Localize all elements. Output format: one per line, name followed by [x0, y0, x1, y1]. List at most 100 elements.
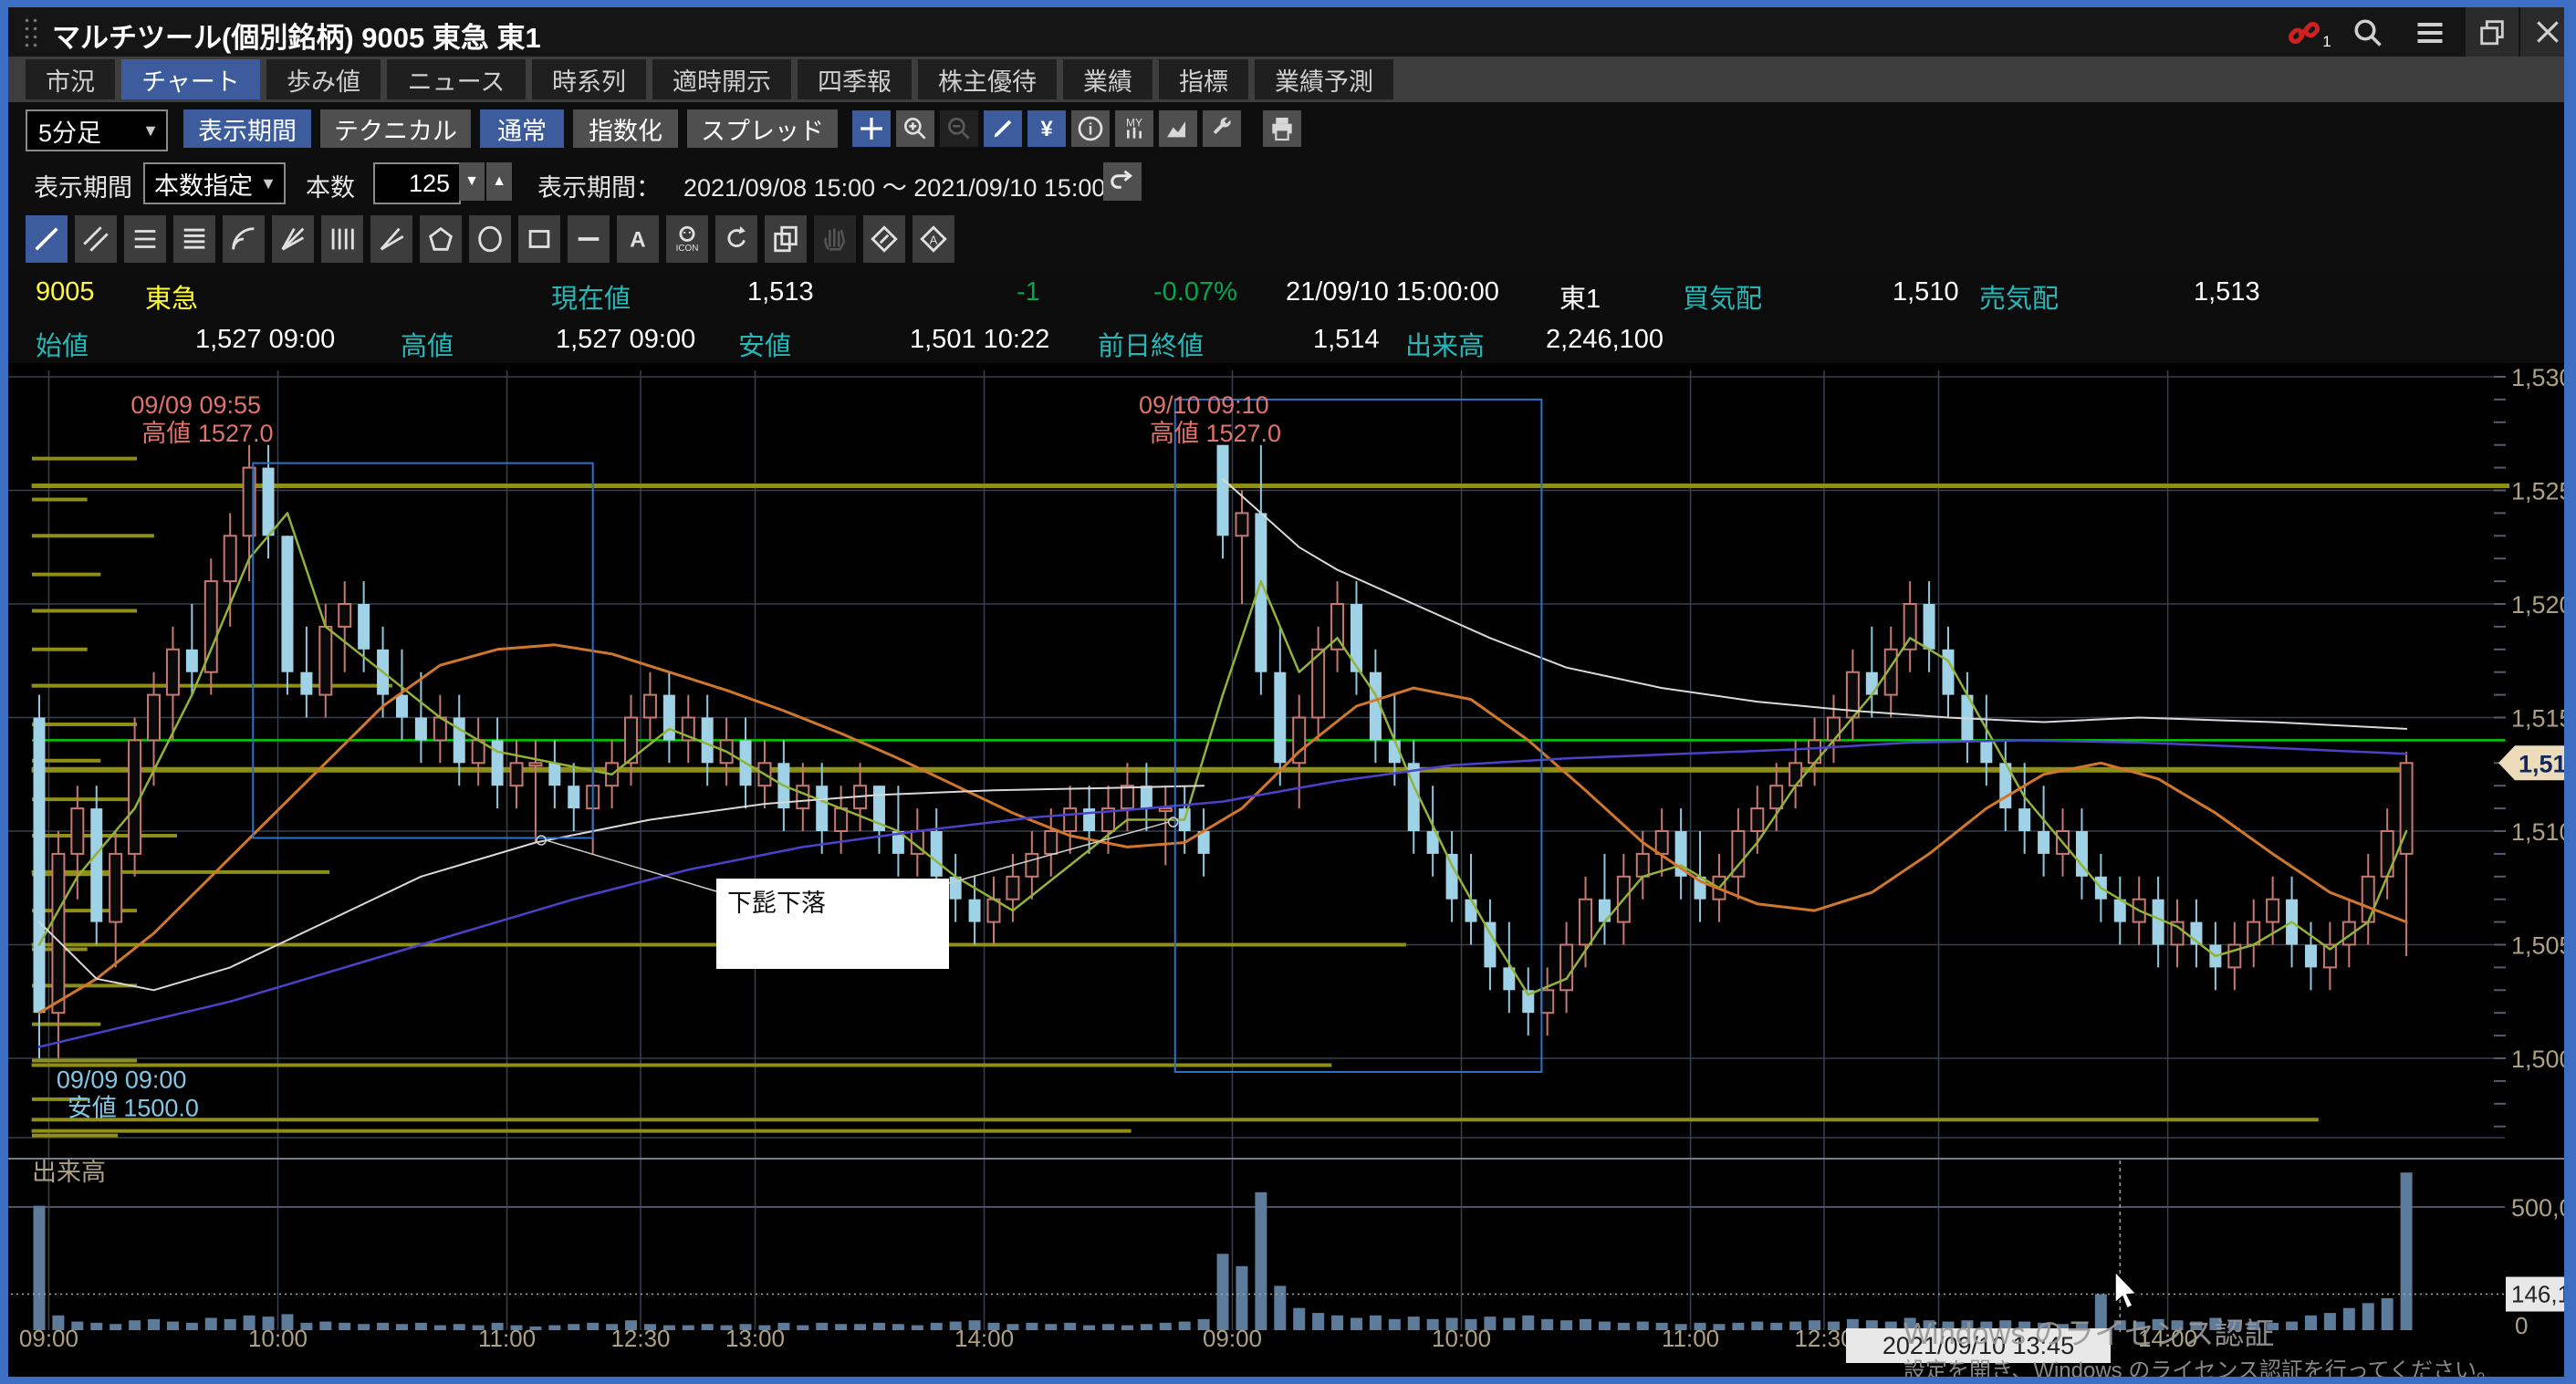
my-chart-icon[interactable]: MY [1115, 110, 1153, 147]
quote-field: 1,513 [2194, 277, 2260, 307]
volume-bar [568, 1324, 580, 1330]
count-value: 125 [408, 169, 450, 197]
volume-bar [1541, 1318, 1554, 1330]
info-icon[interactable]: i [1071, 110, 1110, 147]
rectangle-tool[interactable] [518, 215, 560, 263]
reset-period-button[interactable] [1103, 162, 1142, 201]
candle-up [1311, 648, 1326, 719]
volume-bar [1026, 1322, 1038, 1330]
volume-bar [625, 1320, 638, 1330]
vertical-lines-tool[interactable] [321, 215, 363, 263]
candle-down [262, 467, 275, 536]
time-axis-label: 10:00 [248, 1325, 308, 1352]
fan-lines-tool[interactable] [272, 215, 314, 263]
candle-down [2304, 944, 2317, 968]
yen-icon[interactable]: ¥ [1027, 110, 1066, 147]
count-down-button[interactable]: ▼ [459, 162, 485, 201]
candle-up [318, 625, 333, 696]
interval-select[interactable]: 5分足 ▼ [26, 109, 168, 151]
tab-四季報[interactable]: 四季報 [798, 59, 912, 99]
price-chart[interactable]: 1,5301,5251,5201,5151,5101,5051,500出来高50… [0, 363, 2576, 1384]
text-tool[interactable]: A [617, 215, 659, 263]
candle-up [203, 580, 218, 673]
volume-bar [643, 1324, 656, 1330]
tab-市況[interactable]: 市況 [26, 59, 115, 99]
candle-down [2113, 899, 2126, 922]
candle-up [1731, 830, 1746, 878]
menu-icon[interactable] [2406, 13, 2454, 53]
range-label: 表示期間： [537, 174, 661, 202]
candle-up [2361, 875, 2375, 923]
wrench-icon[interactable] [1203, 110, 1241, 147]
copy-object-tool[interactable] [765, 215, 807, 263]
crosshair-plus-icon[interactable] [852, 110, 891, 147]
tab-適時開示[interactable]: 適時開示 [652, 59, 791, 99]
drawn-rectangle[interactable] [1173, 398, 1543, 1073]
candle-down [414, 717, 427, 741]
period-mode-select[interactable]: 本数指定 ▼ [143, 162, 286, 204]
count-input[interactable]: 125 [373, 162, 461, 204]
horizontal-line-tool[interactable] [568, 215, 610, 263]
volume-bar [1674, 1324, 1687, 1330]
candle-down [2018, 808, 2031, 831]
表示期間-button[interactable]: 表示期間 [183, 109, 311, 148]
link-group-icon[interactable]: 1 [2285, 13, 2332, 53]
tab-チャート[interactable]: チャート [121, 59, 260, 99]
count-up-button[interactable]: ▲ [486, 162, 512, 201]
volume-bar [224, 1318, 236, 1330]
tab-歩み値[interactable]: 歩み値 [266, 59, 381, 99]
ellipse-tool[interactable] [469, 215, 511, 263]
指数化-button[interactable]: 指数化 [573, 109, 678, 148]
candle-up [1235, 512, 1249, 537]
delete-all-tool[interactable]: A [913, 215, 954, 263]
note-box[interactable] [716, 879, 949, 969]
parallel-lines-tool[interactable] [75, 215, 117, 263]
volume-bar [1503, 1317, 1516, 1330]
horizontal-lines-3-tool[interactable] [124, 215, 166, 263]
drawn-rectangle[interactable] [252, 462, 594, 839]
tab-時系列[interactable]: 時系列 [532, 59, 646, 99]
chevron-down-icon: ▼ [142, 120, 159, 140]
スプレッド-button[interactable]: スプレッド [687, 109, 838, 148]
volume-bar [797, 1325, 809, 1330]
pencil-icon[interactable] [984, 110, 1022, 147]
volume-bar [1846, 1318, 1859, 1330]
drag-grip-icon[interactable] [23, 16, 39, 49]
tab-業績[interactable]: 業績 [1063, 59, 1152, 99]
angle-lines-tool[interactable] [370, 215, 412, 263]
quote-field: 1,513 [747, 277, 814, 307]
tab-業績予測[interactable]: 業績予測 [1255, 59, 1393, 99]
volume-bar [453, 1324, 465, 1330]
volume-bar [300, 1322, 313, 1330]
tab-指標[interactable]: 指標 [1159, 59, 1248, 99]
candle-up [1044, 830, 1059, 855]
icon-stamp-tool[interactable]: ICON [666, 215, 708, 263]
tab-株主優待[interactable]: 株主優待 [918, 59, 1057, 99]
volume-bar [1789, 1321, 1802, 1330]
time-axis-label: 10:00 [1432, 1325, 1491, 1352]
テクニカル-button[interactable]: テクニカル [320, 109, 471, 148]
fibonacci-arc-tool[interactable] [223, 215, 265, 263]
volume-bar [1426, 1318, 1439, 1330]
pentagon-tool[interactable] [420, 215, 462, 263]
zoom-in-icon[interactable] [896, 110, 934, 147]
title-bar[interactable]: マルチツール(個別銘柄) 9005 東急 東1 1 [8, 7, 2575, 57]
通常-button[interactable]: 通常 [480, 109, 564, 148]
area-chart-icon[interactable] [1159, 110, 1197, 147]
delete-object-tool[interactable] [863, 215, 905, 263]
tab-ニュース[interactable]: ニュース [387, 59, 526, 99]
window-border-right [2564, 0, 2576, 1384]
restore-window-button[interactable] [2466, 7, 2519, 57]
window-border-top [0, 0, 2576, 7]
search-icon[interactable] [2344, 13, 2392, 53]
rotate-arrow-tool[interactable] [715, 215, 757, 263]
candle-up [1750, 807, 1765, 833]
volume-bar [262, 1316, 275, 1330]
candle-up [109, 852, 123, 923]
trend-line-tool[interactable] [26, 215, 68, 263]
printer-icon[interactable] [1263, 110, 1301, 147]
candle-up [1101, 807, 1116, 833]
volume-bar [2342, 1307, 2355, 1330]
candle-up [2322, 943, 2337, 969]
horizontal-lines-4-tool[interactable] [173, 215, 215, 263]
